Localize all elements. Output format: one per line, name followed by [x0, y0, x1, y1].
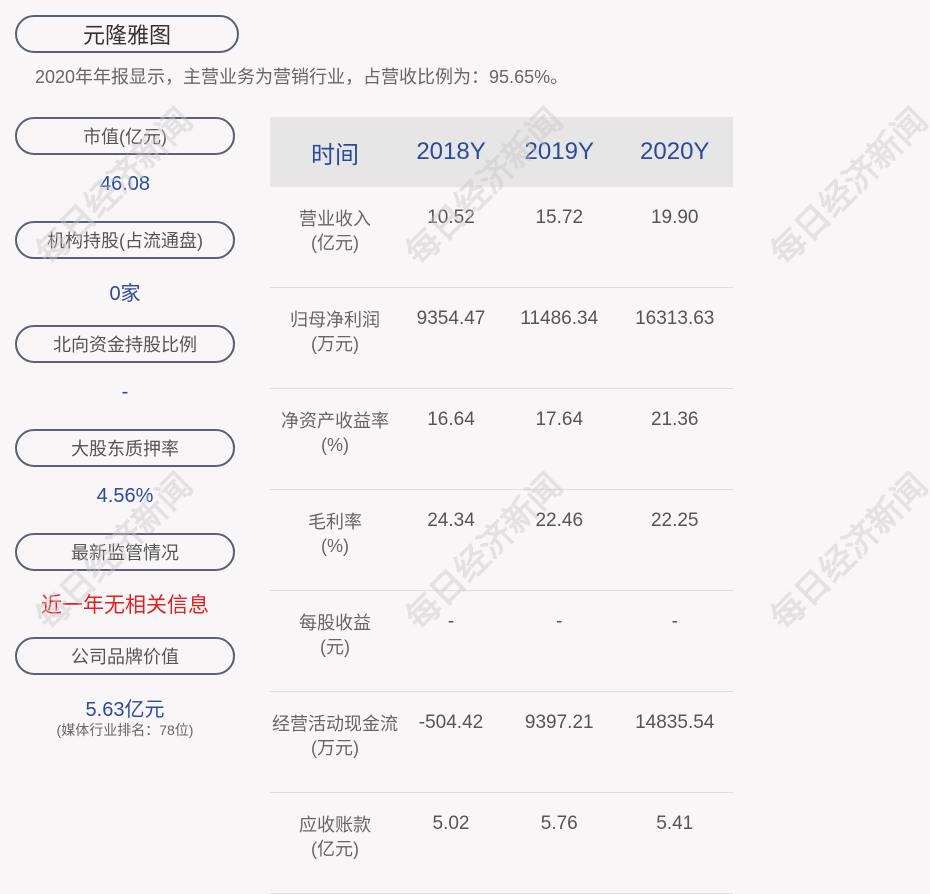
metric-unit: (%)	[321, 435, 349, 455]
brand-rank-note: (媒体行业排名：78位)	[56, 722, 194, 738]
brand-value-label: 公司品牌价值	[15, 637, 235, 675]
institutional-holding-label: 机构持股(占流通盘)	[15, 221, 235, 259]
cell-value: 9397.21	[502, 691, 617, 793]
metric-unit: (亿元)	[311, 839, 359, 859]
cell-value: 5.02	[400, 792, 503, 894]
company-name: 元隆雅图	[15, 15, 239, 53]
metric-name: 净资产收益率	[281, 411, 389, 431]
row-label: 应收账款 (亿元)	[270, 792, 400, 894]
market-cap-label: 市值(亿元)	[15, 117, 235, 155]
row-label: 毛利率 (%)	[270, 489, 400, 591]
metric-name: 应收账款	[299, 815, 371, 835]
metric-name: 毛利率	[308, 512, 362, 532]
cell-value: 14835.54	[616, 691, 733, 793]
metric-name: 每股收益	[299, 613, 371, 633]
cell-value: -	[400, 590, 503, 692]
cell-value: 24.34	[400, 489, 503, 591]
row-label: 每股收益 (元)	[270, 590, 400, 692]
cell-value: -	[502, 590, 617, 692]
header-year: 2020Y	[616, 117, 733, 187]
northbound-holding-value: -	[121, 381, 129, 403]
table-row: 营业收入 (亿元) 10.52 15.72 19.90	[270, 187, 733, 288]
metric-name: 营业收入	[299, 209, 371, 229]
cell-value: 5.76	[502, 792, 617, 894]
cell-value: 22.25	[616, 489, 733, 591]
watermark: 每日经济新闻	[763, 466, 930, 638]
brand-value-value: 5.63亿元	[85, 699, 165, 721]
table-row: 净资产收益率 (%) 16.64 17.64 21.36	[270, 388, 733, 490]
cell-value: -504.42	[400, 691, 503, 793]
row-label: 经营活动现金流 (万元)	[270, 691, 400, 793]
pledge-ratio-value: 4.56%	[96, 485, 154, 507]
cell-value: 17.64	[502, 388, 617, 490]
table-row: 经营活动现金流 (万元) -504.42 9397.21 14835.54	[270, 691, 733, 793]
metric-unit: (万元)	[311, 738, 359, 758]
metric-name: 归母净利润	[290, 310, 380, 330]
row-label: 营业收入 (亿元)	[270, 187, 400, 288]
cell-value: 11486.34	[502, 287, 617, 389]
regulatory-status-label: 最新监管情况	[15, 533, 235, 571]
market-cap-value: 46.08	[99, 173, 151, 195]
business-summary: 2020年年报显示，主营业务为营销行业，占营收比例为：95.65%。	[35, 67, 569, 87]
cell-value: 15.72	[502, 187, 617, 288]
header-year: 2018Y	[400, 117, 503, 187]
table-row: 每股收益 (元) - - -	[270, 590, 733, 692]
cell-value: 21.36	[616, 388, 733, 490]
metric-unit: (万元)	[311, 334, 359, 354]
metric-unit: (亿元)	[311, 233, 359, 253]
cell-value: 10.52	[400, 187, 503, 288]
cell-value: 16313.63	[616, 287, 733, 389]
header-year: 2019Y	[502, 117, 617, 187]
table-row: 毛利率 (%) 24.34 22.46 22.25	[270, 489, 733, 591]
metric-name: 经营活动现金流	[272, 714, 398, 734]
northbound-holding-label: 北向资金持股比例	[15, 325, 235, 363]
institutional-holding-value: 0家	[109, 283, 141, 305]
header-time: 时间	[270, 117, 400, 187]
row-label: 净资产收益率 (%)	[270, 388, 400, 490]
table-row: 应收账款 (亿元) 5.02 5.76 5.41	[270, 792, 733, 894]
metric-unit: (%)	[321, 536, 349, 556]
cell-value: 19.90	[616, 187, 733, 288]
metric-unit: (元)	[320, 637, 350, 657]
financial-table: 时间 2018Y 2019Y 2020Y 营业收入 (亿元) 10.52 15.72 19.9…	[270, 117, 733, 894]
cell-value: 5.41	[616, 792, 733, 894]
cell-value: 9354.47	[400, 287, 503, 389]
table-row: 归母净利润 (万元) 9354.47 11486.34 16313.63	[270, 287, 733, 389]
pledge-ratio-label: 大股东质押率	[15, 429, 235, 467]
cell-value: 22.46	[502, 489, 617, 591]
watermark: 每日经济新闻	[763, 101, 930, 273]
cell-value: 16.64	[400, 388, 503, 490]
cell-value: -	[616, 590, 733, 692]
regulatory-status-value: 近一年无相关信息	[41, 594, 209, 617]
row-label: 归母净利润 (万元)	[270, 287, 400, 389]
